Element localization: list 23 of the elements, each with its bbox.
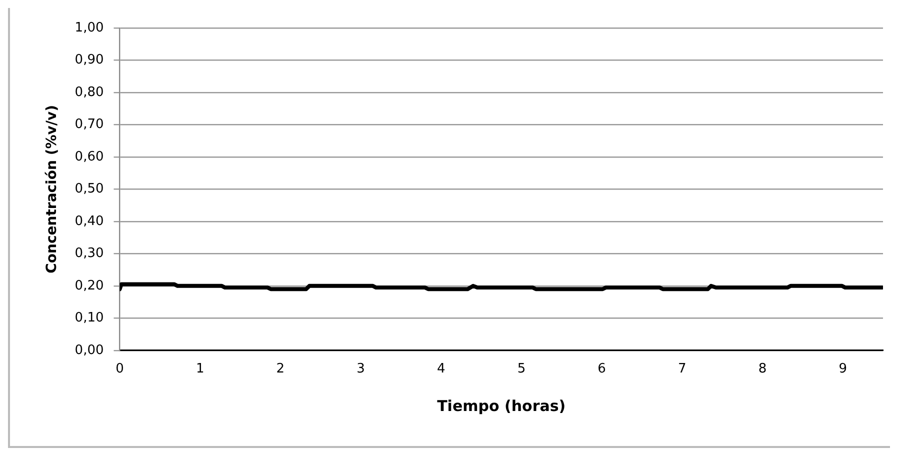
y-tick-label: 0,60 xyxy=(74,149,104,164)
y-tick-label: 1,00 xyxy=(74,20,104,36)
x-tick-label: 4 xyxy=(436,362,446,377)
y-tick-label: 0,70 xyxy=(74,117,104,132)
x-tick-label: 2 xyxy=(276,362,285,377)
x-tick-label: 3 xyxy=(356,362,365,377)
x-tick-label: 5 xyxy=(517,362,526,377)
y-tick-label: 0,90 xyxy=(74,52,104,68)
y-tick-label: 0,20 xyxy=(74,278,104,294)
x-tick-label: 6 xyxy=(598,362,606,377)
x-tick-label: 9 xyxy=(838,362,847,377)
x-tick-label: 1 xyxy=(196,362,204,377)
x-tick-label: 0 xyxy=(116,362,124,377)
y-tick-label: 0,50 xyxy=(74,182,104,197)
y-tick-label: 0,80 xyxy=(74,84,104,100)
y-tick-label: 0,40 xyxy=(74,214,104,229)
y-axis-title: Concentración (%v/v) xyxy=(44,104,60,274)
x-axis-title: Tiempo (horas) xyxy=(437,396,566,415)
x-tick-label: 8 xyxy=(758,362,767,377)
y-tick-label: 0,30 xyxy=(74,246,104,262)
y-tick-label: 0,10 xyxy=(74,310,104,326)
x-tick-label: 7 xyxy=(678,362,686,377)
y-tick-label: 0,00 xyxy=(74,342,104,358)
